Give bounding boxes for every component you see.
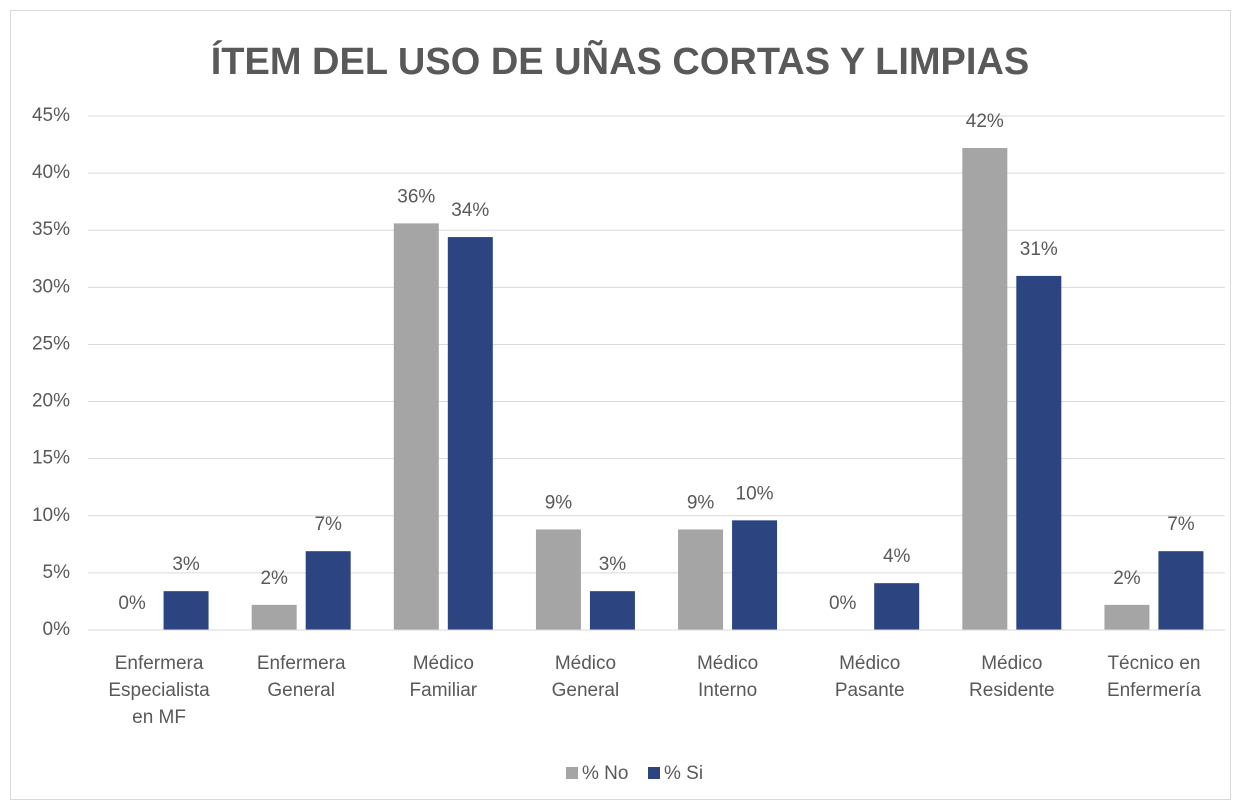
data-label: 42% (966, 111, 1004, 132)
x-tick-label: Enfermera General (256, 653, 346, 701)
x-tick-label: Médico Familiar (409, 653, 478, 701)
legend-swatch (566, 767, 578, 779)
x-tick-label: Médico General (551, 653, 620, 701)
y-tick-label: 10% (32, 505, 70, 526)
y-tick-label: 25% (32, 333, 70, 354)
bar (678, 529, 724, 630)
y-tick-label: 5% (43, 562, 71, 583)
x-tick-label: Médico Pasante (834, 653, 905, 701)
chart-title: ÍTEM DEL USO DE UÑAS CORTAS Y LIMPIAS (211, 39, 1030, 83)
data-label: 2% (1113, 568, 1141, 589)
data-label: 9% (545, 493, 573, 514)
y-tick-label: 0% (43, 619, 71, 640)
bar (163, 591, 209, 630)
bar (447, 237, 493, 630)
legend-swatch (648, 767, 660, 779)
data-label: 4% (883, 546, 911, 567)
data-label: 2% (260, 568, 288, 589)
data-label: 9% (687, 493, 715, 514)
y-tick-label: 45% (32, 105, 70, 126)
data-label: 36% (397, 186, 435, 207)
data-label: 0% (118, 593, 146, 614)
y-tick-label: 15% (32, 448, 70, 469)
bar (535, 529, 581, 630)
data-label: 3% (172, 554, 200, 575)
data-label: 0% (829, 593, 857, 614)
x-tick-label: Técnico en Enfermería (1106, 653, 1201, 701)
legend-label: % No (582, 763, 628, 784)
y-tick-label: 20% (32, 391, 70, 412)
bar (589, 591, 635, 630)
data-label: 3% (599, 554, 627, 575)
bar (1158, 551, 1204, 630)
bar (305, 551, 351, 630)
bar (393, 223, 439, 630)
x-tick-label: Médico Interno (696, 653, 759, 701)
y-tick-label: 30% (32, 276, 70, 297)
legend-label: % Si (664, 763, 703, 784)
data-label: 10% (736, 483, 774, 504)
y-tick-label: 40% (32, 162, 70, 183)
bar (962, 147, 1008, 630)
data-label: 7% (314, 514, 342, 535)
bar (1104, 604, 1150, 630)
x-tick-label: Médico Residente (969, 653, 1055, 701)
data-label: 31% (1020, 239, 1058, 260)
y-tick-label: 35% (32, 219, 70, 240)
bar (732, 520, 778, 630)
bar (251, 604, 297, 630)
data-label: 34% (451, 200, 489, 221)
bar (1016, 275, 1062, 630)
bar (874, 583, 920, 630)
data-label: 7% (1167, 514, 1195, 535)
x-tick-label: Enfermera Especialista en MF (108, 653, 210, 728)
